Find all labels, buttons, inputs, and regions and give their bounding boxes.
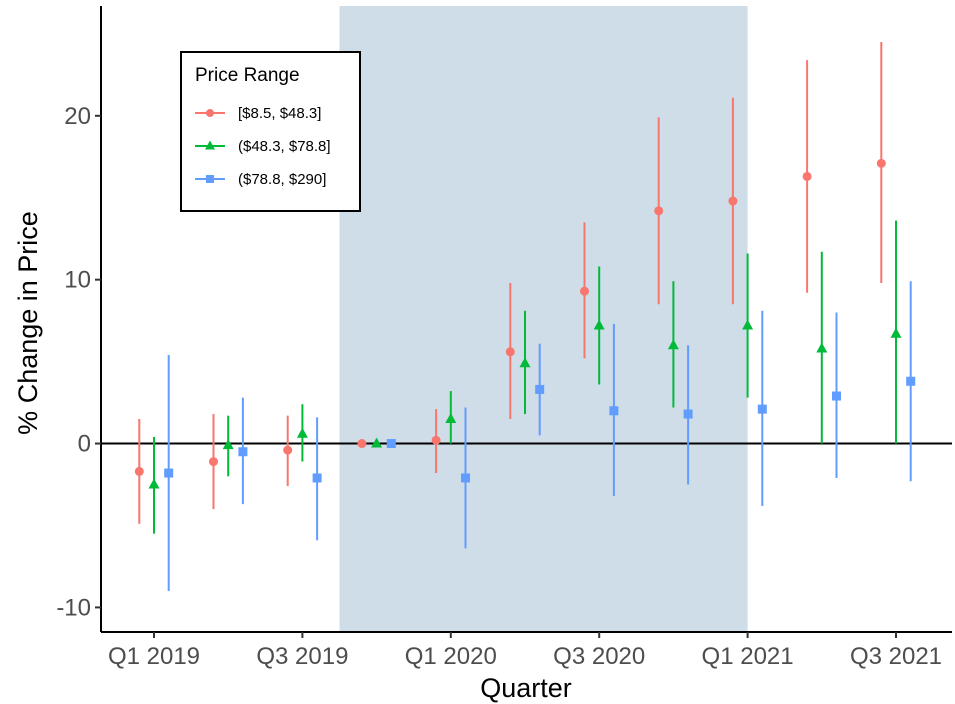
point-marker [505,347,515,357]
x-tick-label: Q3 2021 [850,643,942,670]
point-marker [148,478,160,489]
series-2 [148,220,902,534]
point-marker [683,409,693,419]
x-tick-label: Q1 2021 [702,643,794,670]
axis-layer: -10 0 10 20 Q1 2019 Q3 2019 Q1 2020 Q3 2020 Q1 2… [56,6,952,670]
point-marker [816,342,828,353]
legend-label: [$8.5, $48.3] [238,105,321,122]
point-marker [209,457,218,467]
legend-label: ($78.8, $290] [238,171,326,188]
legend: Price Range [$8.5, $48.3] ($48.3, $78.8] (… [180,51,361,212]
legend-item-1: [$8.5, $48.3] [195,105,321,122]
point-marker [461,473,470,483]
point-marker [906,376,916,386]
legend-item-3: ($78.8, $290] [195,171,326,188]
legend-box [180,51,361,212]
y-tick-label: -10 [56,594,91,621]
x-tick-label: Q1 2019 [108,643,200,670]
legend-key-marker [205,140,215,150]
point-marker [134,466,144,476]
point-marker [742,319,754,330]
point-marker [654,206,664,216]
legend-label: ($48.3, $78.8] [238,138,331,155]
point-marker [312,473,322,483]
series-1 [134,42,886,524]
legend-items: [$8.5, $48.3] ($48.3, $78.8] ($78.8, $290] [195,105,331,188]
y-tick-label: 20 [64,103,91,130]
point-marker [667,339,679,350]
point-marker [757,404,767,414]
point-marker [445,412,457,423]
shaded-period [339,6,748,632]
shaded-period-layer [339,6,748,632]
point-marker [431,435,441,445]
point-marker [535,384,545,394]
legend-key-marker [206,109,214,117]
y-tick-label: 10 [64,267,91,294]
point-marker [283,445,293,455]
point-marker [609,406,619,416]
point-marker [580,286,589,296]
y-tick-label: 0 [78,431,91,458]
point-marker [728,196,738,206]
point-marker [238,447,248,457]
legend-key-marker [206,175,214,183]
point-marker [164,468,174,478]
point-marker [832,391,841,401]
x-tick-label: Q3 2019 [256,643,348,670]
point-marker [222,439,234,450]
point-marker [876,158,886,168]
point-marker [519,357,531,368]
y-axis-title: % Change in Price [13,211,43,435]
point-marker [296,427,308,438]
series-3 [164,281,916,592]
legend-item-2: ($48.3, $78.8] [195,138,331,155]
point-marker [371,437,383,448]
x-axis-title: Quarter [480,673,572,703]
legend-title: Price Range [195,65,300,86]
point-marker [593,319,605,330]
x-tick-label: Q1 2020 [405,643,497,670]
point-marker [802,171,812,181]
point-marker [386,439,396,449]
point-marker [890,327,902,338]
x-tick-label: Q3 2020 [553,643,645,670]
series-layer [134,42,916,592]
point-marker [357,439,367,449]
